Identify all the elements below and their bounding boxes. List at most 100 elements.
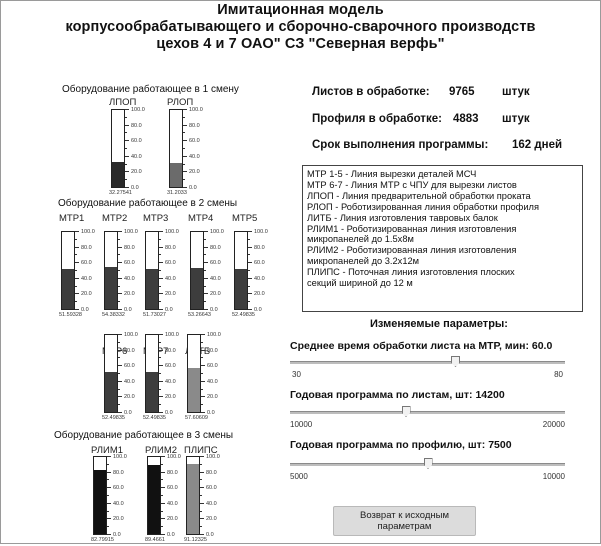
gauge-tick bbox=[159, 396, 163, 398]
time-per-sheet-slider[interactable]: 30 80 bbox=[290, 356, 565, 379]
gauge-tube bbox=[187, 334, 201, 413]
gauge-мтр1: 100.0 80.0 60.0 40.0 20.0 0.0 51.59328 bbox=[59, 229, 125, 321]
slider-thumb[interactable] bbox=[423, 458, 433, 469]
gauge-name: МТР5 bbox=[232, 213, 258, 224]
gauge-tick bbox=[118, 301, 120, 303]
legend-line: РЛИМ2 - Роботизированная линия изготовле… bbox=[307, 245, 517, 256]
gauge-tick bbox=[159, 341, 161, 343]
gauge-плипс: 100.0 80.0 60.0 40.0 20.0 0.0 91.12325 bbox=[184, 454, 250, 546]
gauge-tick bbox=[159, 349, 163, 351]
gauge-tick bbox=[125, 132, 127, 134]
gauge-tick bbox=[159, 277, 163, 279]
gauge-tick bbox=[183, 148, 185, 149]
gauge-tick bbox=[201, 357, 203, 359]
gauge-tick bbox=[159, 301, 161, 303]
gauge-tick bbox=[159, 262, 163, 264]
program-term: Срок выполнения программы: 162 дней bbox=[312, 139, 562, 151]
gauge-scale bbox=[248, 231, 253, 310]
gauge-tick bbox=[204, 301, 206, 303]
profiles-value: 4883 bbox=[453, 113, 479, 125]
gauge-tick bbox=[248, 231, 252, 232]
gauge-tick bbox=[204, 309, 208, 310]
gauge-tick bbox=[125, 163, 127, 165]
gauge-tick bbox=[183, 171, 187, 173]
shift1-label: Оборудование работающее в 1 смену bbox=[62, 84, 239, 95]
gauge-tick bbox=[159, 293, 163, 295]
gauge-tick bbox=[201, 388, 203, 390]
gauge-scale-label: 40.0 bbox=[167, 500, 178, 507]
gauge-tube bbox=[190, 231, 204, 310]
gauge-readout: 52.49835 bbox=[102, 415, 125, 421]
gauge-scale-label: 80.0 bbox=[124, 244, 135, 251]
gauge-tick bbox=[107, 479, 109, 481]
gauge-tick bbox=[161, 502, 165, 504]
gauge-tick bbox=[107, 526, 109, 528]
legend-line: микропанелей до 3.2х12м bbox=[307, 256, 420, 267]
gauge-tick bbox=[200, 534, 204, 535]
slider-min-label: 30 bbox=[292, 370, 301, 379]
params-title: Изменяемые параметры: bbox=[370, 318, 508, 330]
gauge-tick bbox=[183, 187, 187, 188]
legend-line: МТР 6-7 - Линия МТР с ЧПУ для вырезки ли… bbox=[307, 179, 517, 190]
gauge-scale-label: 80.0 bbox=[165, 347, 176, 354]
gauge-name: МТР3 bbox=[143, 213, 169, 224]
gauge-fill bbox=[170, 162, 182, 187]
gauge-readout: 82.79915 bbox=[91, 537, 114, 543]
gauge-scale bbox=[107, 456, 112, 535]
param2-value: 14200 bbox=[475, 389, 505, 401]
gauge-tick bbox=[183, 155, 187, 157]
gauge-tick bbox=[118, 349, 122, 351]
profile-program-slider[interactable]: 5000 10000 bbox=[290, 458, 565, 481]
gauge-readout: 51.73027 bbox=[143, 312, 166, 318]
slider-thumb[interactable] bbox=[451, 356, 460, 367]
sheets-program-slider[interactable]: 10000 20000 bbox=[290, 406, 565, 429]
gauge-scale-label: 0.0 bbox=[165, 307, 173, 313]
gauge-tube bbox=[93, 456, 107, 535]
gauge-fill bbox=[105, 267, 117, 309]
sheets-in-processing: Листов в обработке: 9765 штук bbox=[312, 86, 530, 98]
slider-track[interactable] bbox=[290, 411, 565, 414]
gauge-scale-label: 0.0 bbox=[131, 185, 139, 191]
gauge-tick bbox=[125, 187, 129, 188]
gauge-readout: 52.49835 bbox=[143, 415, 166, 421]
gauge-tick bbox=[159, 404, 161, 406]
slider-min-label: 10000 bbox=[290, 420, 313, 429]
reset-parameters-button[interactable]: Возврат к исходным параметрам bbox=[333, 506, 476, 536]
gauge-tick bbox=[159, 365, 163, 367]
gauge-tick bbox=[118, 404, 120, 406]
gauge-tick bbox=[159, 380, 163, 382]
slider-thumb[interactable] bbox=[401, 406, 411, 417]
gauge-tick bbox=[159, 309, 163, 310]
gauge-tick bbox=[118, 341, 120, 343]
gauge-scale-label: 40.0 bbox=[189, 153, 200, 160]
gauge-fill bbox=[148, 465, 160, 534]
gauge-scale-label: 80.0 bbox=[81, 244, 92, 251]
gauge-scale-label: 0.0 bbox=[189, 185, 197, 191]
gauge-tick bbox=[248, 301, 250, 303]
gauge-scale-label: 80.0 bbox=[189, 122, 200, 129]
gauge-fill bbox=[62, 269, 74, 309]
param3-label: Годовая программа по профилю, шт: 7500 bbox=[290, 439, 512, 451]
gauge-name: РЛИМ1 bbox=[91, 445, 124, 456]
gauge-scale-label: 0.0 bbox=[206, 532, 214, 538]
gauge-tick bbox=[107, 518, 111, 520]
gauge-scale-label: 100.0 bbox=[131, 107, 145, 113]
gauge-scale-label: 100.0 bbox=[189, 107, 203, 113]
gauge-scale-label: 40.0 bbox=[131, 153, 142, 160]
gauge-scale bbox=[183, 109, 188, 188]
gauge-tick bbox=[204, 293, 208, 295]
gauge-scale-label: 20.0 bbox=[165, 394, 176, 401]
gauge-tick bbox=[125, 155, 129, 157]
gauge-tube bbox=[104, 231, 118, 310]
gauge-fill bbox=[146, 269, 158, 309]
legend-line: ЛПОП - Линия предварительной обработки п… bbox=[307, 190, 531, 201]
gauge-readout: 51.59328 bbox=[59, 312, 82, 318]
gauge-scale-label: 80.0 bbox=[113, 469, 124, 476]
gauge-scale-label: 60.0 bbox=[167, 485, 178, 492]
gauge-tick bbox=[159, 412, 163, 413]
gauge-tick bbox=[159, 254, 161, 256]
gauge-scale-label: 80.0 bbox=[124, 347, 135, 354]
gauge-fill bbox=[94, 470, 106, 534]
gauge-tick bbox=[183, 132, 185, 134]
slider-track[interactable] bbox=[290, 361, 565, 364]
